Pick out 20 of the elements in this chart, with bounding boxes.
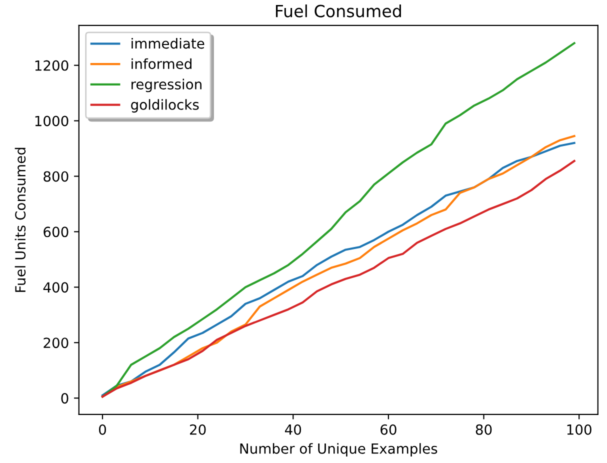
y-tick-label: 600 xyxy=(44,226,68,238)
x-axis-title: Number of Unique Examples xyxy=(240,443,438,457)
y-axis-title: Fuel Units Consumed xyxy=(14,148,26,292)
x-tick-label: 40 xyxy=(284,424,302,435)
y-tick-label: 1000 xyxy=(35,116,68,126)
legend-label: regression xyxy=(132,78,202,92)
y-tick-label: 400 xyxy=(43,282,68,293)
y-tick-label: 800 xyxy=(44,171,68,182)
legend-label: informed xyxy=(132,58,192,70)
legend-label: immediate xyxy=(132,38,204,49)
legend-label: goldilocks xyxy=(131,99,199,113)
x-tick-label: 80 xyxy=(476,424,492,435)
x-tick-label: 0 xyxy=(99,424,106,435)
chart-title: Fuel Consumed xyxy=(276,4,401,18)
x-tick-label: 60 xyxy=(380,424,396,435)
y-tick-label: 200 xyxy=(44,338,68,348)
x-tick-label: 20 xyxy=(190,424,206,435)
x-tick-label: 100 xyxy=(567,424,592,435)
y-tick-label: 1200 xyxy=(35,60,68,71)
y-tick-label: 0 xyxy=(61,393,68,404)
